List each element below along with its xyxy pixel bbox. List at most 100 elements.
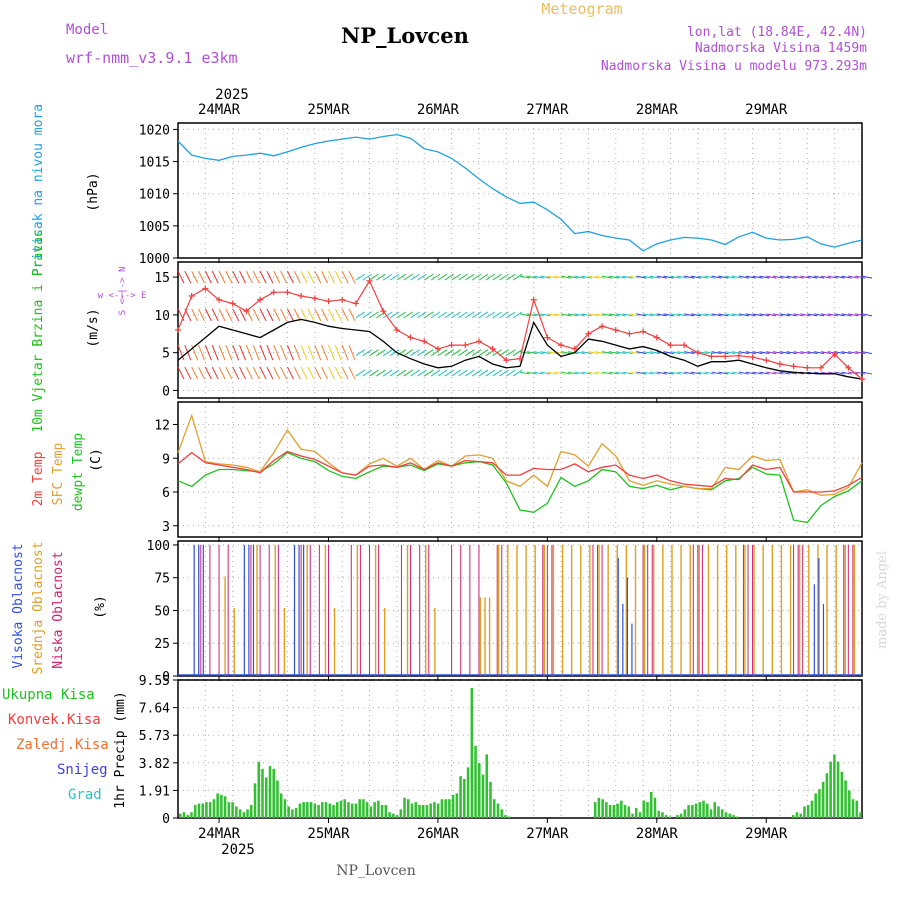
wind-arrow (786, 275, 797, 279)
wind-arrow (252, 308, 260, 322)
wind-arrow (786, 351, 797, 355)
y-tick-label: 1020 (139, 123, 170, 138)
precip-bar (302, 802, 305, 818)
wind-arrow (499, 273, 509, 281)
precip-bar (205, 802, 208, 818)
meteogram-label: Meteogram (541, 0, 622, 18)
wind-arrow (759, 313, 770, 317)
wind-arrow (417, 311, 427, 319)
precip-bar (365, 802, 369, 818)
precip-bar (414, 802, 418, 818)
wind-arrow (266, 308, 274, 322)
y-tick-label: 6 (162, 486, 170, 501)
precip-bar (335, 802, 339, 818)
wind-arrow (622, 351, 633, 355)
wind-arrow (252, 344, 260, 361)
wind-arrow (451, 273, 461, 281)
precip-bar (635, 807, 638, 818)
wind-arrow (499, 311, 509, 319)
precip-bar (676, 815, 679, 818)
wind-arrow (560, 351, 572, 355)
bottom-date-label: 28MAR (636, 826, 679, 842)
wind-arrow (286, 270, 294, 284)
wind-arrow (492, 369, 502, 377)
wind-arrow (793, 275, 804, 279)
top-date-axis: 24MAR 25MAR 26MAR 27MAR 28MAR 29MAR (198, 102, 788, 118)
wind-arrow (574, 313, 585, 317)
precip-bar (698, 802, 702, 818)
wind-arrow (423, 369, 434, 377)
wind-gust-marker (325, 298, 332, 305)
wind-arrow (752, 275, 763, 279)
top-date-label: 26MAR (417, 102, 460, 118)
panel-frame (177, 679, 863, 819)
wind-arrow (499, 349, 509, 357)
wind-arrow (711, 313, 722, 317)
y-tick-label: 15 (154, 271, 170, 286)
dewpt-title: dewpt Temp (71, 433, 86, 511)
wind-arrow (533, 371, 544, 375)
wind-arrow (204, 344, 212, 361)
wind-arrow (478, 349, 489, 357)
wind-arrow (574, 275, 585, 279)
bottom-date-label: 25MAR (307, 826, 350, 842)
wind-arrow (512, 349, 523, 357)
wind-arrow (643, 313, 654, 317)
wind-arrow (649, 351, 661, 355)
wind-arrow (608, 313, 620, 317)
wind-arrow (471, 273, 482, 281)
wind-arrow (547, 351, 558, 355)
wind-arrow (820, 275, 832, 279)
precip-bar (298, 803, 302, 818)
wind-arrow (834, 351, 845, 355)
precip-bar (836, 761, 840, 818)
precip-bar (504, 815, 507, 818)
wind-arrow (410, 311, 420, 319)
wind-arrow (382, 369, 393, 377)
wind-arrow (814, 351, 825, 355)
wind-arrow (444, 349, 455, 357)
wind-arrow (286, 308, 294, 322)
wind-arrow (485, 349, 496, 357)
wind-arrow (779, 313, 791, 317)
wind-arrow (430, 273, 441, 281)
wind-arrow (293, 366, 301, 380)
wind-arrow (417, 369, 427, 377)
y-tick-label: 9 (162, 452, 170, 467)
wind-arrow (814, 313, 825, 317)
mid-cloud-title: Srednja Oblacnost (31, 541, 46, 674)
precip-bar (403, 797, 406, 818)
wind-arrow (458, 273, 468, 281)
y-tick-label: 5.73 (139, 729, 170, 744)
top-date-label: 27MAR (526, 102, 569, 118)
wind-arrow (772, 371, 784, 375)
wind-arrow (280, 344, 288, 361)
wind-arrow (211, 270, 219, 284)
precip-bar (238, 809, 242, 818)
wind-gust-marker (298, 293, 305, 299)
y-tick-label: 25 (154, 637, 170, 652)
wind-arrow (232, 366, 240, 380)
wind-arrow (191, 270, 199, 284)
wind-arrow (465, 369, 475, 377)
wind-arrow (601, 313, 613, 317)
wind-arrow (855, 313, 866, 317)
y-tick-label: 3 (162, 520, 170, 535)
wind-arrow (718, 313, 729, 317)
precip-bar (358, 799, 361, 818)
wind-arrow (506, 369, 516, 377)
precip-bar (451, 794, 455, 818)
wind-arrow (437, 311, 448, 319)
wind-arrow (738, 351, 749, 355)
wind-arrow (608, 371, 620, 375)
bottom-year-label: 2025 (221, 842, 255, 858)
precip-bar (440, 799, 444, 818)
precip-bar (216, 793, 219, 818)
precip-bar (649, 791, 653, 818)
wind-arrow (595, 313, 606, 317)
wind-arrow (389, 349, 400, 357)
wind-arrow (307, 366, 315, 380)
wind-arrow (526, 313, 537, 317)
wind-arrow (191, 366, 199, 380)
model-label: Model (66, 22, 108, 38)
